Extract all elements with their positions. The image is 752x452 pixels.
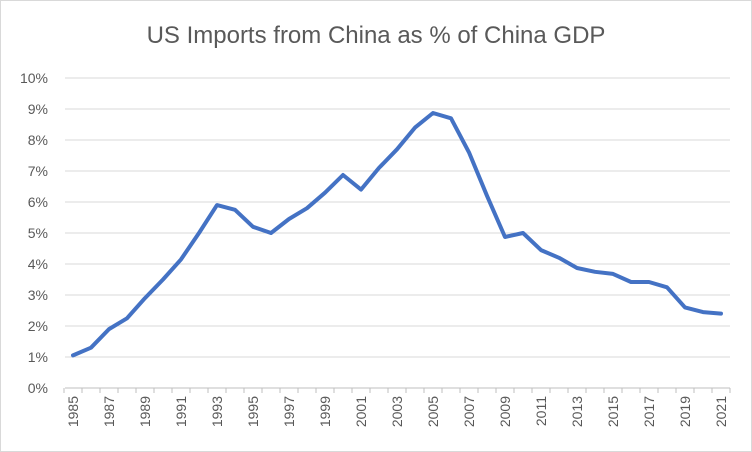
y-tick-label: 8% xyxy=(28,132,48,148)
x-tick-label: 2021 xyxy=(713,396,729,427)
y-tick-label: 9% xyxy=(28,101,48,117)
x-tick-label: 2001 xyxy=(353,396,369,427)
x-tick-label: 2015 xyxy=(605,396,621,427)
y-tick-label: 1% xyxy=(28,349,48,365)
y-tick-label: 5% xyxy=(28,225,48,241)
x-tick-label: 1999 xyxy=(317,396,333,427)
x-tick-label: 2019 xyxy=(677,396,693,427)
chart-title: US Imports from China as % of China GDP xyxy=(146,22,606,49)
x-tick-label: 2013 xyxy=(569,396,585,427)
y-tick-label: 2% xyxy=(28,318,48,334)
x-tick-label: 2011 xyxy=(533,396,549,426)
x-tick-label: 2005 xyxy=(425,396,441,427)
x-tick-label: 2017 xyxy=(641,396,657,427)
x-tick-label: 2007 xyxy=(461,396,477,427)
x-tick-label: 2003 xyxy=(389,396,405,427)
x-tick-label: 2009 xyxy=(497,396,513,427)
y-tick-label: 10% xyxy=(20,70,48,86)
x-tick-label: 1989 xyxy=(137,396,153,427)
y-tick-label: 3% xyxy=(28,287,48,303)
x-tick-label: 1991 xyxy=(173,396,189,427)
y-tick-label: 0% xyxy=(28,380,48,396)
y-tick-label: 4% xyxy=(28,256,48,272)
y-tick-label: 6% xyxy=(28,194,48,210)
x-tick-label: 1995 xyxy=(245,396,261,427)
y-tick-label: 7% xyxy=(28,163,48,179)
x-tick-label: 1993 xyxy=(209,396,225,427)
x-tick-label: 1997 xyxy=(281,396,297,427)
x-tick-label: 1985 xyxy=(65,396,81,427)
x-tick-label: 1987 xyxy=(101,396,117,427)
